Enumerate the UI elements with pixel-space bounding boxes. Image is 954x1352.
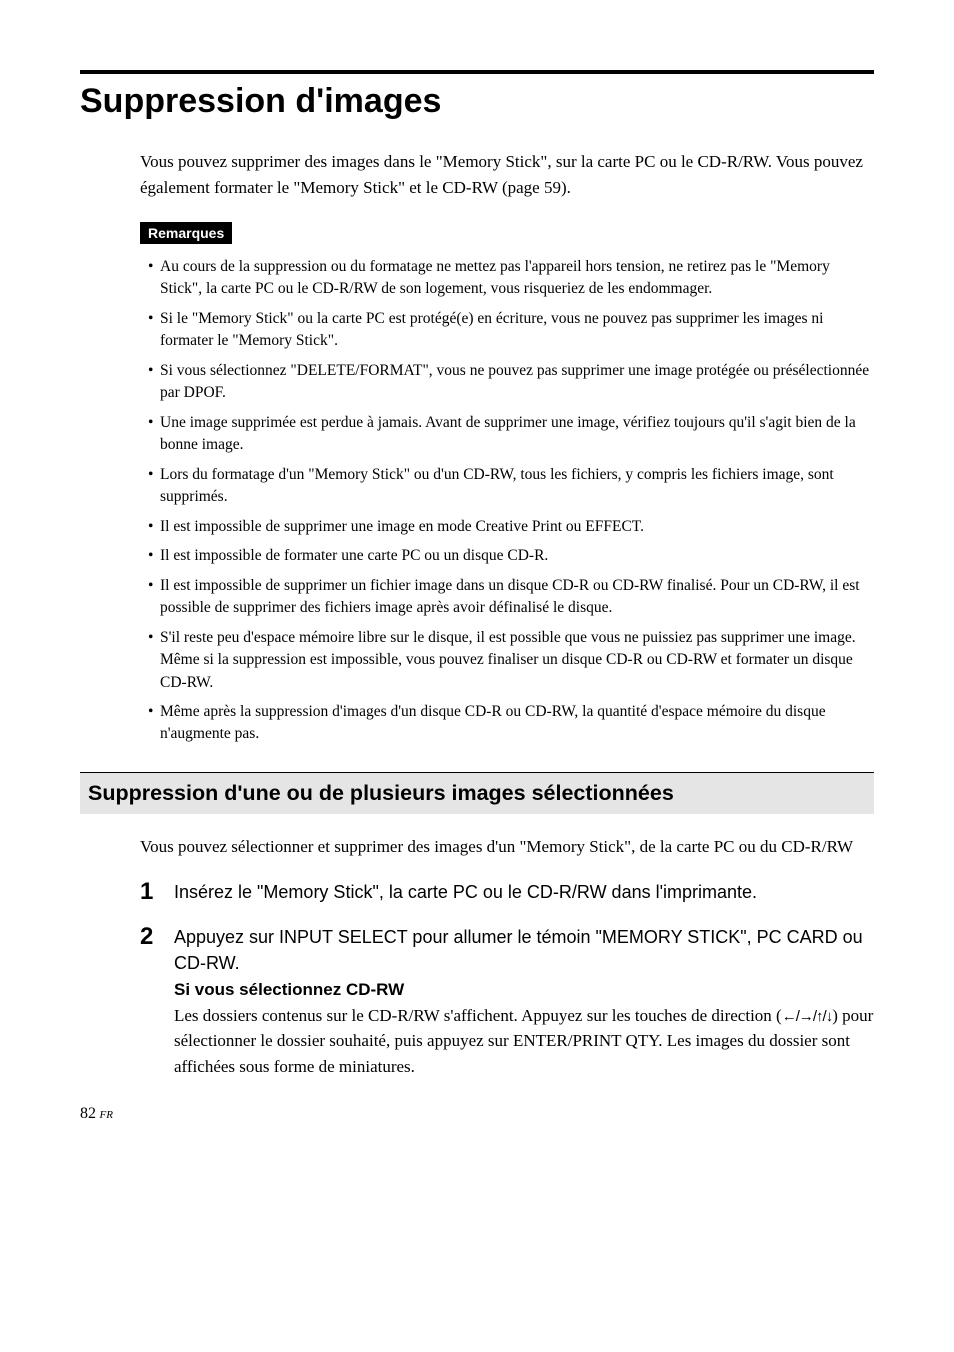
remark-item: S'il reste peu d'espace mémoire libre su… — [148, 627, 874, 694]
remarks-label: Remarques — [140, 222, 232, 244]
step-2: 2 Appuyez sur INPUT SELECT pour allumer … — [140, 924, 874, 1080]
section-heading-wrap: Suppression d'une ou de plusieurs images… — [80, 772, 874, 814]
page-number: 82 — [80, 1105, 96, 1122]
arrow-keys-icon: ←/→/↑/↓ — [782, 1008, 833, 1025]
step-title: Insérez le "Memory Stick", la carte PC o… — [174, 879, 874, 905]
remark-item: Il est impossible de supprimer un fichie… — [148, 575, 874, 620]
remark-item: Au cours de la suppression ou du formata… — [148, 256, 874, 301]
remark-item: Lors du formatage d'un "Memory Stick" ou… — [148, 464, 874, 509]
intro-paragraph: Vous pouvez supprimer des images dans le… — [140, 149, 874, 200]
page-lang: FR — [100, 1109, 113, 1121]
section-intro: Vous pouvez sélectionner et supprimer de… — [140, 834, 874, 860]
step-number: 2 — [140, 924, 174, 1080]
step-number: 1 — [140, 879, 174, 909]
page-footer: 82 FR — [80, 1105, 874, 1123]
step-title: Appuyez sur INPUT SELECT pour allumer le… — [174, 924, 874, 976]
section-heading: Suppression d'une ou de plusieurs images… — [80, 773, 874, 814]
remark-item: Il est impossible de formater une carte … — [148, 545, 874, 567]
step-body: Appuyez sur INPUT SELECT pour allumer le… — [174, 924, 874, 1080]
step-1: 1 Insérez le "Memory Stick", la carte PC… — [140, 879, 874, 909]
page-title: Suppression d'images — [80, 82, 874, 121]
remark-item: Si le "Memory Stick" ou la carte PC est … — [148, 308, 874, 353]
remark-item: Si vous sélectionnez "DELETE/FORMAT", vo… — [148, 360, 874, 405]
remark-item: Une image supprimée est perdue à jamais.… — [148, 412, 874, 457]
step-text: Les dossiers contenus sur le CD-R/RW s'a… — [174, 1003, 874, 1080]
remarks-list: Au cours de la suppression ou du formata… — [148, 256, 874, 746]
step-subheading: Si vous sélectionnez CD-RW — [174, 980, 874, 1000]
top-rule — [80, 70, 874, 74]
remark-item: Il est impossible de supprimer une image… — [148, 516, 874, 538]
step-text-a: Les dossiers contenus sur le CD-R/RW s'a… — [174, 1006, 782, 1025]
step-body: Insérez le "Memory Stick", la carte PC o… — [174, 879, 874, 909]
remark-item: Même après la suppression d'images d'un … — [148, 701, 874, 746]
